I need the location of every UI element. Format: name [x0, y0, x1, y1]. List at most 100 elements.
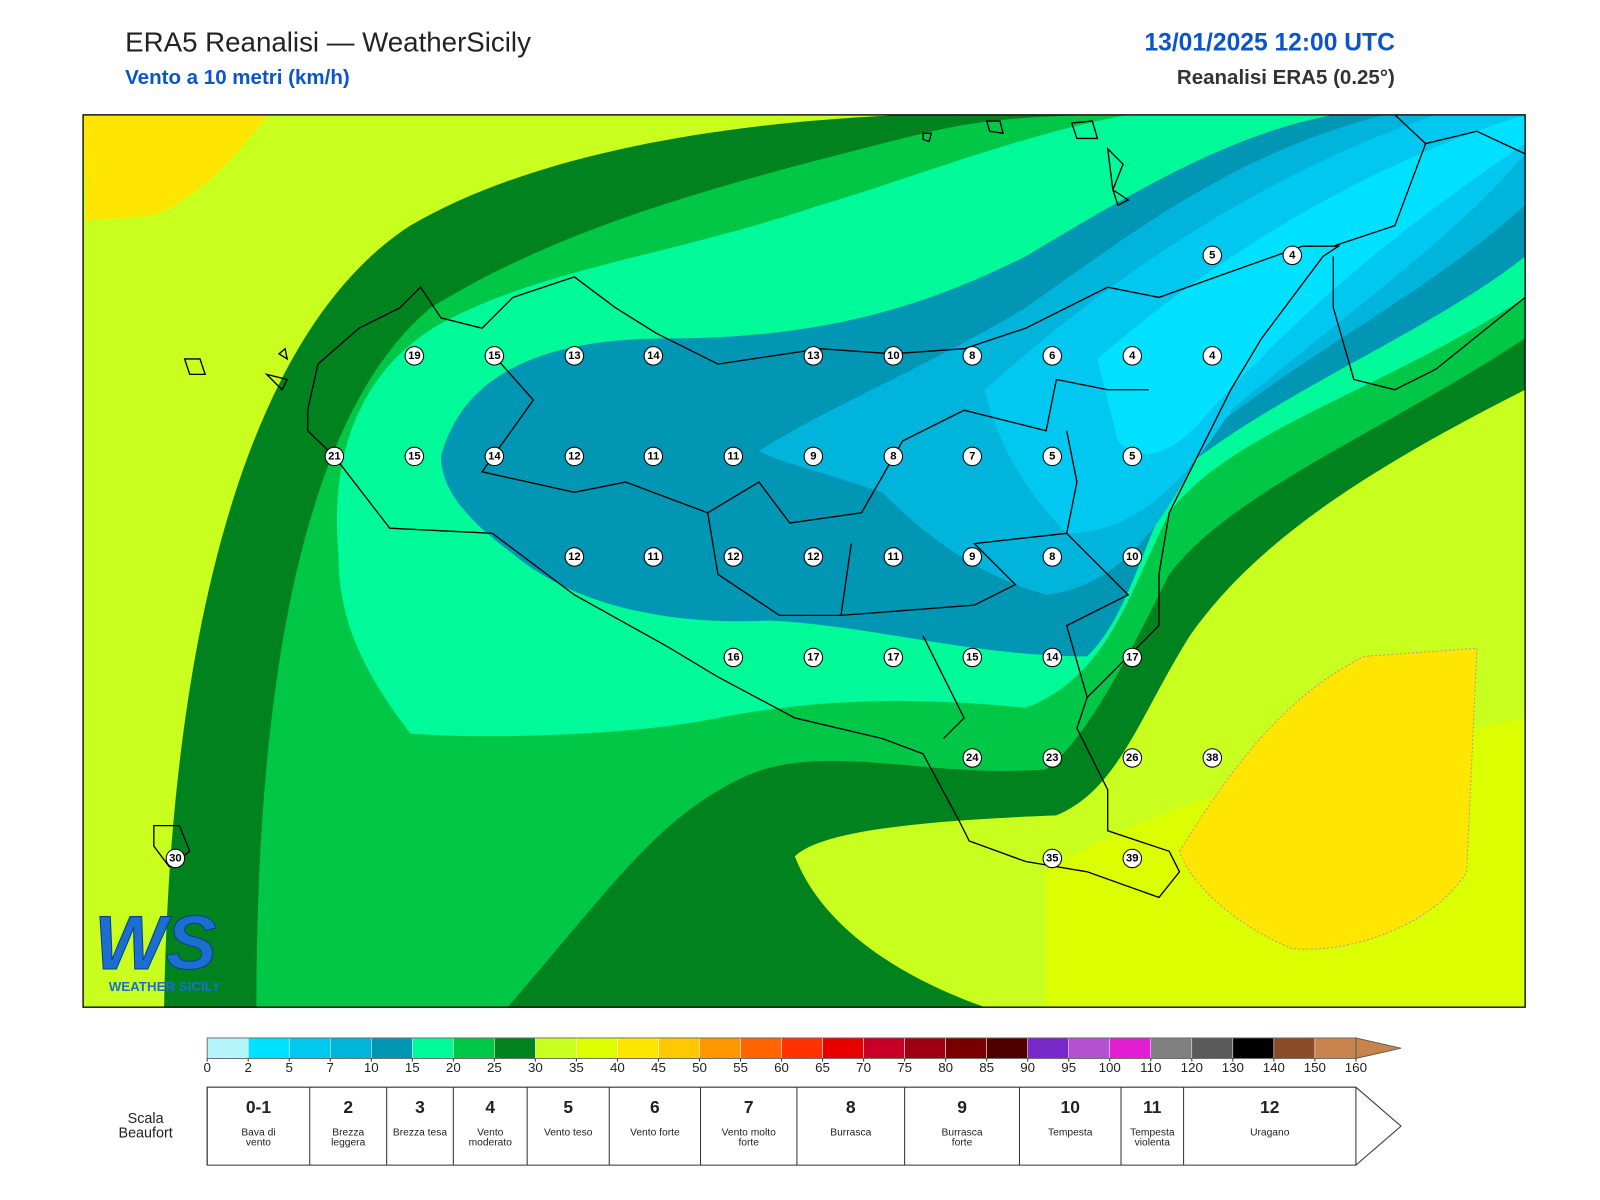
station-marker: [723, 547, 744, 567]
beaufort-force: 6: [650, 1097, 660, 1117]
beaufort-level: 5 Vento teso: [529, 1087, 607, 1138]
color-box: [945, 1037, 987, 1059]
color-box: [453, 1037, 495, 1059]
beaufort-force: 4: [485, 1097, 496, 1117]
station-marker: [883, 346, 904, 366]
station-marker: [962, 647, 983, 668]
station-marker: [962, 346, 983, 366]
station: 24: [962, 748, 983, 768]
station: 11: [643, 446, 664, 467]
station-value: 12: [727, 551, 740, 563]
station-marker: [1042, 346, 1063, 366]
station-marker: [962, 547, 983, 567]
station: 4: [1122, 346, 1143, 366]
station: 12: [564, 446, 585, 467]
station: 19: [404, 346, 425, 366]
station-value: 11: [727, 450, 739, 462]
logo-text: WEATHER SICILY: [109, 979, 221, 994]
station: 8: [962, 346, 983, 366]
subtitle: Vento a 10 metri (km/h): [125, 66, 350, 90]
color-extension: [1355, 1037, 1402, 1059]
station-marker: [643, 547, 664, 567]
beaufort-level: 8 Burrasca: [799, 1087, 903, 1138]
station-value: 17: [1126, 651, 1139, 663]
station-value: 19: [408, 350, 421, 362]
beaufort-description: Brezza tesa: [392, 1127, 448, 1139]
colorbar-tick-label: 7: [327, 1060, 334, 1075]
station-marker: [324, 446, 345, 467]
color-box: [658, 1037, 700, 1059]
station: 15: [404, 446, 425, 467]
station-value: 21: [328, 450, 341, 462]
colorbar-tick-label: 45: [651, 1060, 666, 1075]
station-marker: [404, 446, 425, 467]
station-value: 10: [1126, 551, 1139, 563]
beaufort-description: Bava di vento: [241, 1127, 276, 1149]
beaufort-description: Brezza leggera: [331, 1127, 366, 1149]
station-marker: [1042, 647, 1063, 668]
title: ERA5 Reanalisi — WeatherSicily: [125, 26, 531, 58]
beaufort-force: 12: [1260, 1097, 1280, 1117]
colorbar-tick-label: 0: [203, 1060, 210, 1075]
color-box: [781, 1037, 823, 1059]
station-value: 10: [887, 350, 900, 362]
station: 16: [723, 647, 744, 668]
station-value: 9: [969, 551, 975, 563]
station-value: 8: [1049, 551, 1055, 563]
station: 14: [484, 446, 505, 467]
station-value: 24: [966, 752, 979, 764]
beaufort-level: 10 Tempesta: [1022, 1087, 1119, 1138]
color-box: [1232, 1037, 1275, 1059]
beaufort-description: Burrasca forte: [941, 1127, 983, 1149]
logo-mark: WS: [94, 901, 216, 986]
station-value: 12: [568, 551, 581, 563]
station: 39: [1122, 848, 1143, 869]
station-marker: [803, 446, 824, 467]
station: 5: [1042, 446, 1063, 467]
station-value: 8: [890, 450, 896, 462]
station-marker: [1202, 748, 1223, 768]
colorbar-tick-label: 65: [815, 1060, 830, 1075]
station: 15: [484, 346, 505, 366]
station: 38: [1202, 748, 1223, 768]
station-value: 15: [966, 651, 979, 663]
color-box: [412, 1037, 454, 1059]
station: 12: [803, 547, 824, 567]
band-40-45: [1178, 647, 1478, 950]
station: 30: [165, 848, 186, 869]
station: 13: [803, 346, 824, 366]
colorbar-tick-label: 20: [446, 1060, 461, 1075]
color-box: [1273, 1037, 1316, 1059]
station-value: 30: [169, 852, 182, 864]
station-value: 4: [1209, 350, 1216, 362]
beaufort-level: 6 Vento forte: [611, 1087, 698, 1138]
station-marker: [1042, 748, 1063, 768]
station: 35: [1042, 848, 1063, 869]
station: 8: [883, 446, 904, 467]
station-marker: [564, 446, 585, 467]
station: 12: [723, 547, 744, 567]
beaufort-level: 9 Burrasca forte: [907, 1087, 1018, 1149]
beaufort-description: Vento teso: [543, 1127, 593, 1139]
colorbar-tick-label: 85: [979, 1060, 994, 1075]
station-marker: [564, 346, 585, 366]
colorbar-tick-label: 90: [1020, 1060, 1035, 1075]
beaufort-force: 11: [1143, 1097, 1162, 1117]
station: 11: [723, 446, 744, 467]
station: 21: [324, 446, 345, 467]
datetime: 13/01/2025 12:00 UTC: [1144, 28, 1395, 57]
color-box: [576, 1037, 618, 1059]
colorbar-tick-label: 35: [569, 1060, 584, 1075]
station-value: 13: [568, 350, 581, 362]
station-value: 6: [1049, 350, 1055, 362]
beaufort-description: Tempesta violenta: [1130, 1127, 1175, 1149]
station-marker: [643, 446, 664, 467]
colorbar-tick-label: 40: [610, 1060, 625, 1075]
colorbar-tick-label: 110: [1140, 1060, 1161, 1075]
station-marker: [883, 446, 904, 467]
station-value: 13: [807, 350, 820, 362]
station-value: 14: [647, 350, 660, 362]
beaufort-description: Vento molto forte: [721, 1127, 776, 1149]
beaufort-scale: [206, 1086, 1402, 1166]
station-value: 35: [1046, 852, 1059, 864]
